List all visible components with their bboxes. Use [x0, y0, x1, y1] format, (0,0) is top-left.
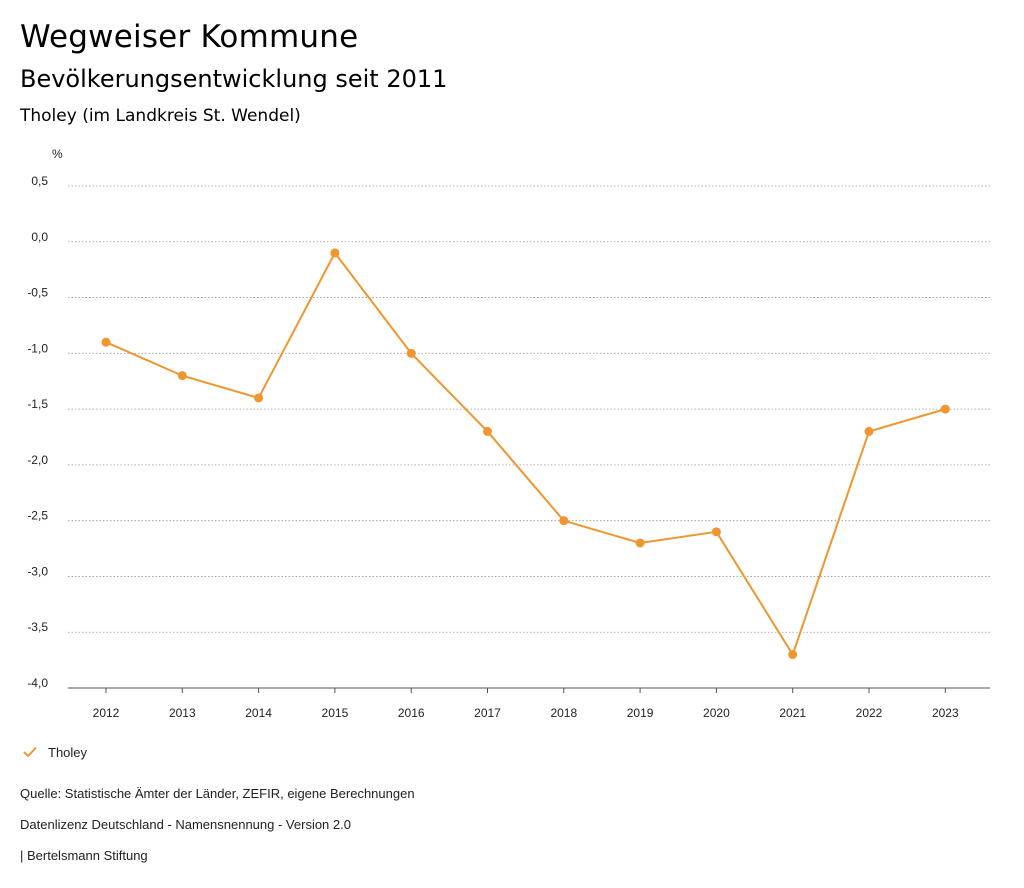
data-point[interactable]: [940, 404, 950, 414]
y-axis-ticks: 0,5 0,0 -0,5 -1,0 -1,5 -2,0 -2,5 -3,0 -3,5 -4,0: [27, 174, 48, 690]
x-tick-label: 2015: [322, 706, 349, 720]
data-point[interactable]: [330, 248, 340, 258]
y-tick-label: -0,5: [27, 286, 48, 300]
x-tick-label: 2020: [703, 706, 730, 720]
y-tick-label: 0,5: [31, 174, 48, 188]
x-tick-label: 2019: [627, 706, 654, 720]
data-point[interactable]: [788, 650, 798, 660]
x-tick-label: 2018: [550, 706, 577, 720]
data-point[interactable]: [101, 337, 111, 347]
x-tick-label: 2013: [169, 706, 196, 720]
data-point[interactable]: [711, 527, 721, 537]
line-chart: % 0,5 0,0 -0,5 -1,0 -1,5 -2,0 -2,5 -3,0 -3,5 -4,0…: [27, 147, 990, 720]
y-tick-label: -4,0: [27, 676, 48, 690]
x-tick-label: 2022: [856, 706, 883, 720]
x-tick-label: 2017: [474, 706, 501, 720]
chart-subtitle: Bevölkerungsentwicklung seit 2011: [20, 65, 448, 93]
data-point[interactable]: [177, 371, 187, 381]
y-axis-unit-label: %: [52, 147, 63, 161]
y-tick-label: -2,5: [27, 509, 48, 523]
x-tick-label: 2014: [245, 706, 272, 720]
y-tick-label: 0,0: [31, 230, 48, 244]
x-tick-label: 2012: [93, 706, 120, 720]
x-tick-label: 2023: [932, 706, 959, 720]
y-tick-label: -2,0: [27, 453, 48, 467]
x-tick-label: 2016: [398, 706, 425, 720]
chart-title: Wegweiser Kommune: [20, 19, 359, 55]
data-point[interactable]: [559, 516, 569, 526]
series-line[interactable]: [105, 251, 946, 656]
x-tick-label: 2021: [779, 706, 806, 720]
y-tick-label: -1,0: [27, 341, 48, 355]
region-label: Tholey (im Landkreis St. Wendel): [20, 106, 301, 126]
data-point[interactable]: [483, 426, 492, 436]
y-tick-label: -3,0: [27, 564, 48, 578]
series-tholey[interactable]: [101, 248, 950, 660]
data-point[interactable]: [864, 426, 874, 436]
data-point[interactable]: [635, 538, 645, 548]
x-axis: 2012 2013 2014 2015 2016 2017 2018 2019 2020 2021…: [68, 687, 990, 720]
legend-label-tholey: Tholey: [48, 744, 88, 760]
source-note: Quelle: Statistische Ämter der Länder, Z…: [20, 786, 415, 801]
legend[interactable]: Tholey: [22, 744, 87, 760]
y-tick-label: -1,5: [27, 397, 48, 411]
legend-check-icon[interactable]: [22, 744, 38, 760]
data-point[interactable]: [406, 348, 416, 358]
grid-lines: [68, 185, 990, 633]
license-note: Datenlizenz Deutschland - Namensnennung …: [20, 817, 351, 832]
publisher-note: | Bertelsmann Stiftung: [20, 848, 148, 863]
data-point[interactable]: [254, 393, 264, 403]
y-tick-label: -3,5: [27, 620, 48, 634]
